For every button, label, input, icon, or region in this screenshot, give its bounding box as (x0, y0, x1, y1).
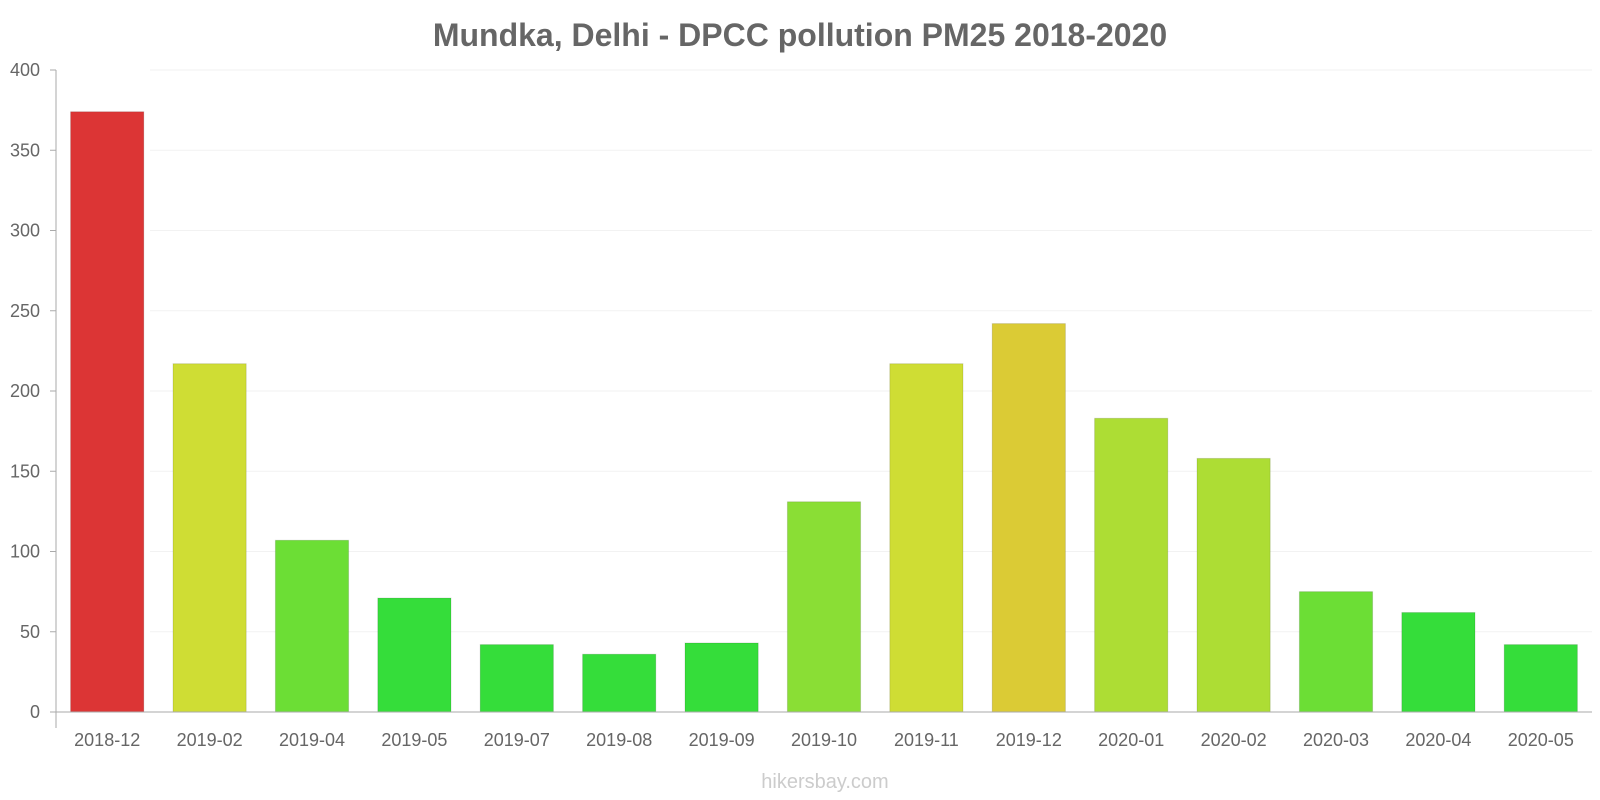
x-tick-label: 2020-02 (1201, 730, 1267, 750)
gridlines (150, 69, 1592, 633)
x-tick-label: 2019-07 (484, 730, 550, 750)
bar-2019-12 (991, 323, 1066, 713)
y-tick-label: 350 (10, 140, 40, 160)
bar-2019-02 (172, 363, 247, 713)
chart-title: Mundka, Delhi - DPCC pollution PM25 2018… (433, 17, 1167, 53)
bar-2018-12 (70, 111, 145, 713)
x-tick-label: 2018-12 (74, 730, 140, 750)
x-tick-label: 2019-04 (279, 730, 345, 750)
y-axis: 0 50 100 150 200 250 300 350 400 (10, 60, 57, 728)
y-tick-label: 0 (30, 702, 40, 722)
watermark: hikersbay.com (761, 771, 888, 793)
x-tick-label: 2019-10 (791, 730, 857, 750)
y-tick-label: 150 (10, 461, 40, 481)
bar-2020-04 (1401, 611, 1476, 713)
y-tick-label: 200 (10, 381, 40, 401)
bar-2019-08 (582, 653, 657, 713)
x-tick-label: 2019-02 (177, 730, 243, 750)
x-tick-label: 2019-08 (586, 730, 652, 750)
x-tick-label: 2019-05 (381, 730, 447, 750)
y-tick-label: 100 (10, 542, 40, 562)
bar-2020-01 (1094, 417, 1169, 713)
bar-2019-07 (479, 644, 554, 713)
y-tick-label: 300 (10, 221, 40, 241)
x-tick-label: 2019-12 (996, 730, 1062, 750)
y-tick-label: 50 (20, 622, 40, 642)
x-tick-label: 2019-09 (689, 730, 755, 750)
y-tick-label: 250 (10, 301, 40, 321)
x-axis: 2018-12 2019-02 2019-04 2019-05 2019-07 2019-… (56, 711, 1592, 750)
x-tick-label: 2019-11 (894, 730, 959, 750)
bar-2019-11 (889, 363, 964, 713)
bars (70, 111, 1578, 713)
bar-2019-09 (684, 642, 759, 713)
bar-2020-02 (1196, 457, 1271, 713)
x-tick-label: 2020-05 (1508, 730, 1574, 750)
x-tick-label: 2020-03 (1303, 730, 1369, 750)
x-tick-label: 2020-04 (1405, 730, 1471, 750)
bar-2019-04 (274, 539, 350, 713)
x-tick-label: 2020-01 (1098, 730, 1164, 750)
bar-2020-03 (1298, 591, 1374, 713)
bar-2019-10 (786, 501, 862, 713)
bar-2019-05 (377, 597, 452, 713)
y-tick-label: 400 (10, 60, 40, 80)
bar-2020-05 (1503, 644, 1578, 713)
